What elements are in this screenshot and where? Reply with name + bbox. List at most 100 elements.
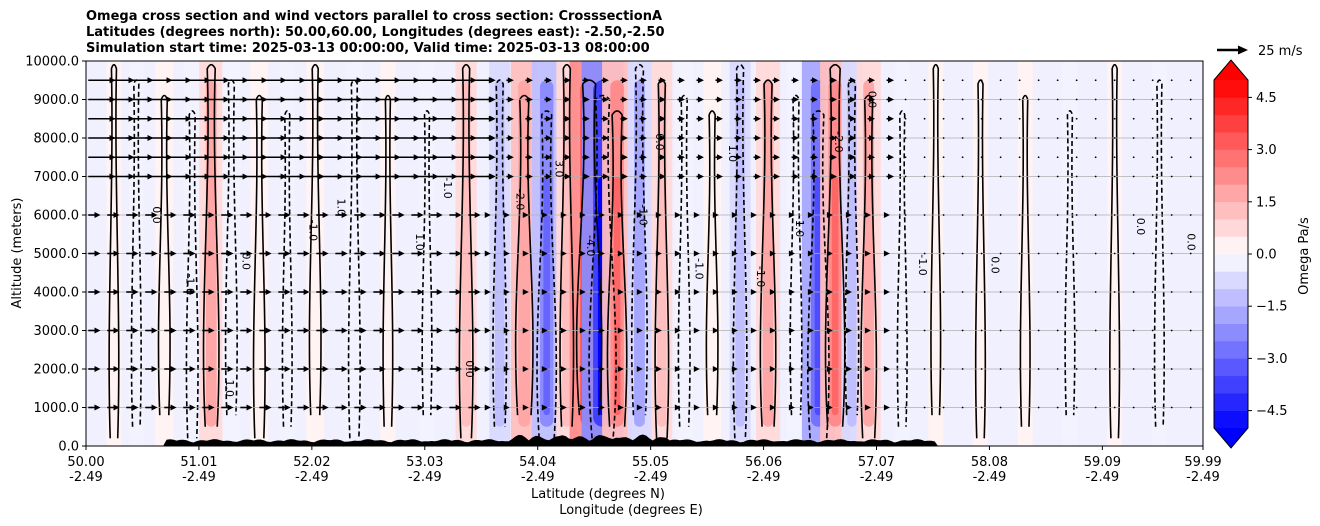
wind-vector-head: [678, 173, 685, 180]
wind-vector-dot: [999, 214, 1002, 216]
wind-vector-head: [360, 327, 367, 334]
wind-vector-head: [503, 289, 510, 295]
wind-vector-dot: [904, 406, 907, 409]
wind-vector-dot: [999, 252, 1002, 255]
x-tick-label-lon: -2.49: [634, 470, 668, 485]
x-tick-label-lon: -2.49: [1186, 470, 1220, 485]
wind-vector-dot: [1075, 252, 1078, 255]
wind-vector-dot: [1094, 406, 1097, 409]
wind-vector-head: [484, 404, 491, 411]
colorbar-segment: [1214, 236, 1248, 255]
x-tick-label-lon: -2.49: [860, 470, 894, 485]
wind-vector-dot: [1113, 406, 1116, 409]
wind-vector-dot: [1037, 98, 1040, 101]
wind-vector-head: [750, 404, 757, 411]
wind-vector-dot: [1189, 156, 1192, 159]
contour-label: -1.0: [184, 274, 197, 295]
wind-vector-head: [246, 289, 253, 295]
wind-vector-dot: [1037, 175, 1040, 178]
wind-vector-dot: [923, 98, 926, 101]
wind-vector-dot: [1151, 406, 1154, 409]
wind-vector-head: [507, 154, 514, 161]
wind-vector-head: [94, 366, 101, 372]
colorbar: [1213, 59, 1249, 449]
wind-vector-dot: [1170, 137, 1173, 139]
wind-vector-head: [659, 154, 666, 161]
colorbar-tick-label: −3.0: [1256, 352, 1288, 367]
wind-vector-dot: [980, 252, 983, 255]
colorbar-segment: [1214, 167, 1248, 185]
wind-vector-head: [864, 289, 871, 295]
wind-vector-dot: [1189, 79, 1192, 82]
colorbar-tick-label: 3.0: [1256, 143, 1277, 158]
wind-vector-head: [845, 250, 852, 257]
wind-vector-head: [792, 135, 799, 141]
contour-label: -1.0: [793, 216, 806, 237]
omega-contour: [281, 110, 293, 427]
wind-vector-dot: [1094, 79, 1097, 82]
wind-vector-head: [731, 366, 738, 372]
title-line-1: Omega cross section and wind vectors par…: [86, 9, 663, 24]
omega-contour: [606, 110, 628, 427]
wind-vector-dot: [1113, 175, 1116, 178]
wind-vector-head: [674, 212, 681, 218]
wind-vector-head: [716, 173, 723, 180]
contour-label: 0.0: [463, 360, 476, 378]
wind-vector-head: [132, 289, 139, 295]
wind-vector-dot: [1189, 117, 1192, 120]
wind-vector-head: [712, 212, 719, 218]
wind-vector-dot: [1094, 252, 1097, 255]
wind-vector-dot: [1075, 79, 1078, 82]
wind-vector-head: [788, 250, 795, 257]
wind-vector-head: [640, 115, 647, 122]
wind-vector-head: [864, 366, 871, 372]
omega-contour: [896, 110, 908, 427]
wind-vector-head: [826, 212, 833, 218]
wind-vector-head: [227, 289, 234, 295]
wind-vector-head: [598, 404, 605, 411]
wind-vector-dot: [980, 291, 983, 293]
wind-vector-head: [849, 135, 856, 141]
contour-label: -1.0: [754, 266, 767, 287]
wind-vector-head: [659, 77, 666, 84]
wind-vector-head: [303, 327, 310, 334]
wind-vector-dot: [1151, 98, 1154, 101]
wind-vector-head: [474, 404, 481, 411]
wind-vector-dot: [1056, 329, 1059, 332]
wind-vector-dot: [923, 368, 926, 370]
wind-vector-head: [564, 77, 571, 84]
wind-vector-head: [455, 250, 462, 257]
wind-vector-head: [132, 366, 139, 372]
omega-contour: [1153, 79, 1166, 427]
wind-vector-dot: [961, 252, 964, 255]
wind-vector-head: [507, 135, 514, 141]
wind-vector-head: [788, 289, 795, 295]
wind-vector-head: [322, 289, 329, 295]
wind-vector-head: [360, 212, 367, 218]
wind-vector-head: [602, 173, 609, 180]
wind-vector-head: [731, 404, 738, 411]
wind-vector-head: [94, 404, 101, 411]
wind-vector-head: [398, 404, 405, 411]
wind-vector-head: [869, 77, 876, 84]
wind-vector-dot: [942, 368, 945, 370]
omega-contour: [860, 94, 878, 439]
wind-vector-dot: [1075, 291, 1078, 293]
wind-vector-head: [731, 212, 738, 218]
wind-vector-dot: [1170, 156, 1173, 159]
wind-vector-head: [869, 115, 876, 122]
wind-vector-head: [545, 154, 552, 161]
wind-vector-dot: [1151, 214, 1154, 216]
wind-vector-dot: [980, 156, 983, 159]
colorbar-tick-label: 0.0: [1256, 248, 1277, 263]
colorbar-tick-label: 1.5: [1256, 195, 1277, 210]
wind-vector-head: [693, 327, 700, 334]
wind-vector-dot: [1037, 137, 1040, 139]
contour-label: -1.0: [692, 258, 705, 279]
wind-vector-head: [488, 77, 495, 84]
wind-vector-dot: [1113, 79, 1116, 82]
wind-vector-head: [322, 404, 329, 411]
wind-vector-head: [693, 212, 700, 218]
wind-vector-head: [579, 404, 586, 411]
